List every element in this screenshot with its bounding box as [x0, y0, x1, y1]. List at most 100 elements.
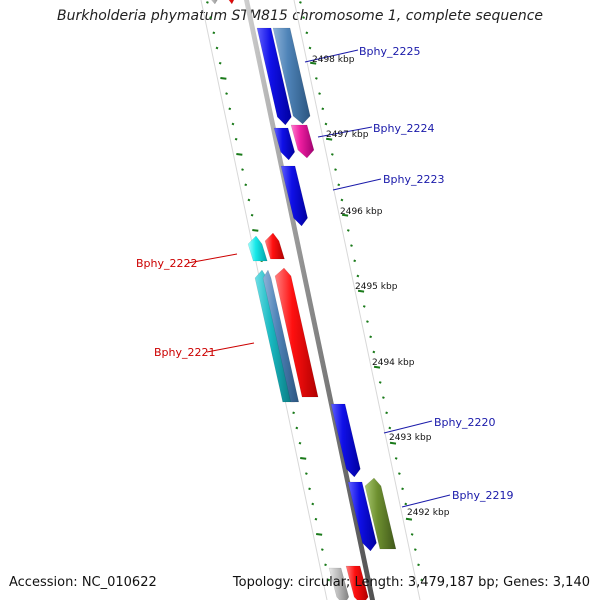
gene-label-bphy-2224: Bphy_2224	[373, 122, 435, 135]
tick-mark-left	[218, 61, 222, 65]
callout-bphy-2219	[401, 494, 451, 508]
tick-mark-left	[292, 411, 295, 415]
scale-label: 2497 kbp	[326, 130, 369, 140]
scale-labels: 2498 kbp 2497 kbp 2496 kbp 2495 kbp 2494…	[312, 55, 450, 518]
tick-mark-left	[225, 92, 228, 95]
tick-mark-left	[244, 183, 248, 187]
tick-mark-right	[405, 517, 413, 521]
gene-arrow-bphy-2219-olive	[364, 477, 397, 550]
callout-bphy-2222	[187, 253, 238, 264]
gene-callout-lines	[187, 49, 451, 508]
tick-mark-right	[315, 77, 318, 80]
gene-label-bphy-2220: Bphy_2220	[434, 416, 496, 429]
gene-arrow-bphy-2222	[247, 235, 268, 262]
boundary-line-right	[293, 0, 421, 600]
tick-mark-left	[247, 198, 251, 202]
gene-arrow-bphy-2220	[330, 403, 361, 478]
tick-mark-left	[298, 441, 302, 445]
tick-mark-left	[209, 16, 212, 19]
tick-mark-left	[215, 46, 219, 50]
tick-mark-left	[314, 517, 318, 521]
gene-arrow-bphy-2221-inner	[262, 269, 300, 403]
gene-arrow-fragment	[228, 0, 235, 5]
scale-label: 2496 kbp	[340, 207, 383, 217]
tick-mark-left	[311, 502, 315, 506]
tick-mark-left	[228, 107, 232, 111]
tick-mark-right	[378, 381, 382, 384]
tick-mark-right	[305, 31, 309, 35]
tick-mark-right	[413, 548, 417, 551]
tick-mark-right	[410, 533, 414, 536]
tick-mark-left	[327, 578, 331, 582]
tick-mark-right	[318, 92, 321, 95]
tick-mark-left	[316, 533, 323, 536]
tick-mark-left	[250, 213, 254, 217]
tick-mark-right	[382, 396, 385, 399]
tick-mark-left	[320, 548, 324, 551]
tick-mark-right	[337, 183, 341, 187]
tick-mark-right	[350, 244, 353, 247]
tick-mark-left	[236, 153, 243, 156]
callout-bphy-2223	[332, 178, 382, 191]
tick-mark-right	[324, 122, 328, 126]
tick-mark-right	[356, 274, 360, 278]
tick-mark-right	[420, 578, 424, 582]
callout-bphy-2225	[304, 49, 359, 63]
tick-mark-left	[220, 77, 227, 80]
gene-arrow-fragment	[328, 567, 350, 600]
scale-label: 2493 kbp	[389, 433, 432, 443]
tick-mark-left	[308, 487, 311, 491]
tick-mark-right	[394, 457, 398, 460]
gene-label-bphy-2221: Bphy_2221	[154, 346, 216, 359]
tick-mark-right	[372, 350, 376, 354]
tick-mark-right	[346, 229, 350, 232]
gene-label-bphy-2222: Bphy_2222	[136, 257, 198, 270]
genome-summary: Topology: circular; Length: 3,479,187 bp…	[232, 575, 590, 590]
tick-mark-right	[310, 61, 317, 65]
tick-mark-right	[330, 153, 334, 156]
tick-mark-right	[321, 107, 325, 111]
tick-mark-right	[417, 563, 420, 567]
gene-arrow-bphy-2222-red	[264, 232, 285, 260]
scale-label: 2498 kbp	[312, 55, 355, 65]
gene-arrow-fragment	[345, 565, 369, 600]
gene-arrow-bphy-2224	[290, 124, 315, 159]
tick-mark-left	[305, 472, 308, 475]
gene-label-bphy-2219: Bphy_2219	[452, 489, 514, 502]
tick-mark-right	[369, 335, 373, 339]
tick-mark-right	[404, 502, 408, 506]
gene-arrow-bphy-2225	[256, 27, 292, 126]
tick-mark-right	[326, 137, 333, 141]
gene-features	[211, 0, 397, 600]
tick-mark-right	[308, 46, 312, 50]
gene-arrow-bphy-2219	[347, 481, 377, 552]
tick-mark-left	[300, 457, 307, 460]
callout-bphy-2224	[317, 126, 373, 138]
tick-mark-right	[357, 289, 365, 293]
tick-mark-right	[366, 320, 369, 323]
tick-mark-right	[334, 168, 337, 171]
scale-label: 2495 kbp	[355, 282, 398, 292]
page-title: Burkholderia phymatum STM815 chromosome …	[56, 8, 543, 24]
scale-label: 2494 kbp	[372, 358, 415, 368]
tick-mark-right	[341, 213, 349, 217]
tick-mark-left	[231, 122, 235, 126]
tick-mark-right	[388, 426, 392, 430]
gene-arrow	[273, 127, 295, 161]
scale-label: 2492 kbp	[407, 508, 450, 518]
gene-label-bphy-2225: Bphy_2225	[359, 45, 421, 58]
tick-mark-left	[324, 563, 327, 567]
gene-arrow-fragment	[211, 0, 218, 5]
gene-arrow-bphy-2223	[280, 165, 308, 227]
gene-label-bphy-2223: Bphy_2223	[383, 173, 445, 186]
tick-mark-right	[385, 411, 388, 415]
gene-labels: Bphy_2225 Bphy_2224 Bphy_2223 Bphy_2222 …	[136, 45, 514, 502]
gene-arrow-bphy-2225-inner	[272, 27, 311, 125]
callout-bphy-2221	[206, 342, 255, 353]
tick-mark-right	[398, 472, 401, 475]
tick-mark-right	[353, 259, 357, 263]
tick-mark-right	[373, 365, 381, 369]
gene-arrow-bphy-2221-red	[274, 267, 319, 398]
tick-mark-right	[299, 1, 302, 4]
